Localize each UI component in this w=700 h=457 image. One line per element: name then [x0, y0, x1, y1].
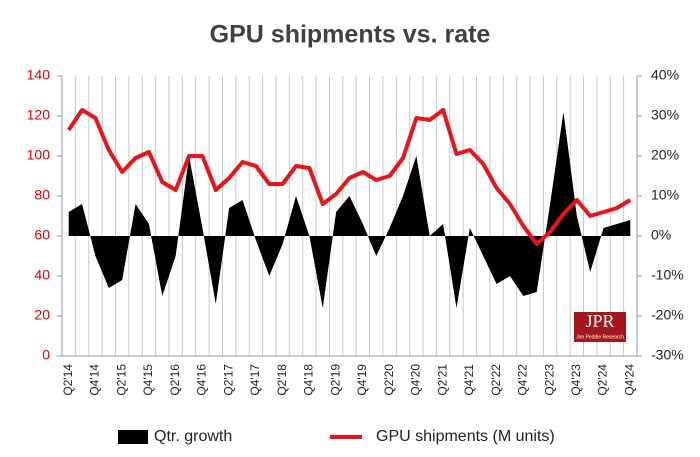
x-tick-label: Q4'21: [462, 364, 476, 396]
shipments-line: [67, 108, 632, 246]
x-tick-label: Q2'17: [221, 364, 235, 396]
y-tick-label: 100: [27, 147, 51, 163]
x-tick-label: Q4'14: [88, 364, 102, 396]
x-tick-label: Q4'20: [409, 364, 423, 396]
growth-area: [68, 112, 631, 308]
y-tick-label: 120: [27, 107, 51, 123]
y-tick-label: 140: [27, 67, 51, 83]
x-tick-label: Q2'24: [596, 364, 610, 396]
x-tick-label: Q2'22: [489, 364, 503, 396]
x-tick-label: Q2'20: [382, 364, 396, 396]
y-tick-label: 0: [42, 347, 50, 363]
y2-tick-label: 40%: [651, 67, 679, 83]
x-tick-label: Q4'22: [516, 364, 530, 396]
x-tick-label: Q4'19: [355, 364, 369, 396]
x-tick-label: Q2'15: [114, 364, 128, 396]
x-tick-label: Q2'23: [542, 364, 556, 396]
logo: JPR Jon Peddie Research: [574, 311, 626, 342]
x-tick-label: Q4'24: [622, 364, 636, 396]
x-tick-label: Q2'21: [435, 364, 449, 396]
legend-label: GPU shipments (M units): [376, 428, 555, 445]
logo-box: [574, 312, 626, 342]
x-tick-label: Q2'16: [168, 364, 182, 396]
x-tick-label: Q4'15: [141, 364, 155, 396]
x-tick-label: Q4'18: [302, 364, 316, 396]
y2-tick-label: 0%: [651, 227, 671, 243]
legend-swatch: [118, 430, 148, 444]
x-tick-label: Q4'16: [195, 364, 209, 396]
x-tick-label: Q4'17: [248, 364, 262, 396]
y2-tick-label: -30%: [651, 347, 684, 363]
y-tick-label: 40: [34, 267, 50, 283]
legend-label: Qtr. growth: [154, 428, 232, 445]
x-tick-label: Q4'23: [569, 364, 583, 396]
y2-tick-label: 10%: [651, 187, 679, 203]
x-tick-label: Q2'19: [328, 364, 342, 396]
x-tick-label: Q2'14: [61, 364, 75, 396]
y2-tick-label: 30%: [651, 107, 679, 123]
y2-tick-label: -10%: [651, 267, 684, 283]
y-tick-label: 80: [34, 187, 50, 203]
chart-title: GPU shipments vs. rate: [210, 21, 491, 49]
logo-text: JPR: [585, 311, 614, 331]
y-tick-label: 60: [34, 227, 50, 243]
x-tick-label: Q2'18: [275, 364, 289, 396]
logo-subtext: Jon Peddie Research: [576, 334, 624, 340]
y-tick-label: 20: [34, 307, 50, 323]
y2-tick-label: 20%: [651, 147, 679, 163]
y2-tick-label: -20%: [651, 307, 684, 323]
